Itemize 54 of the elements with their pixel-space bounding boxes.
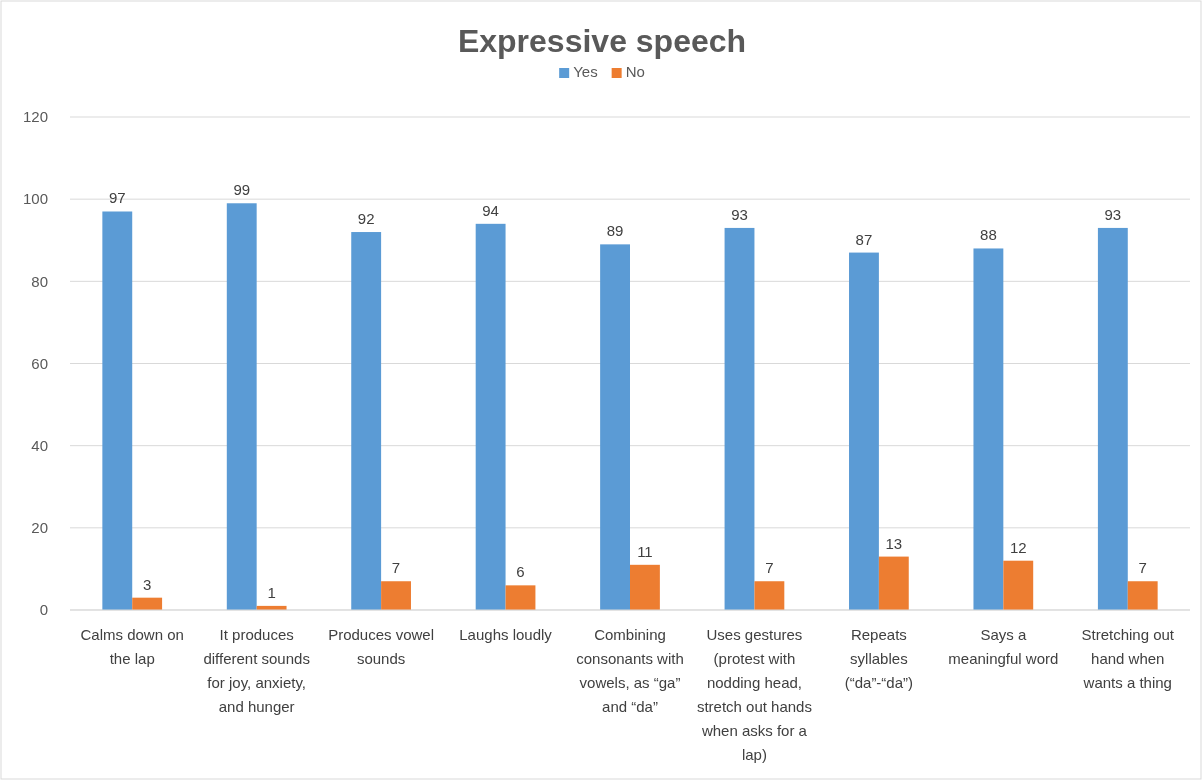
bar	[351, 232, 382, 610]
bar	[1097, 227, 1128, 610]
x-tick-label: Calms down on the lap	[80, 626, 184, 667]
bar	[102, 211, 133, 610]
bar	[724, 227, 755, 610]
y-tick-label: 100	[22, 190, 48, 208]
legend-label: Yes	[573, 63, 598, 80]
data-label: 7	[1138, 559, 1147, 577]
bar	[600, 244, 630, 610]
x-tick-label: Produces vowel sounds	[328, 626, 435, 667]
x-tick-label: Laughs loudly	[459, 626, 553, 643]
data-label: 99	[233, 181, 251, 199]
data-label: 89	[606, 222, 624, 240]
data-label: 92	[357, 210, 375, 228]
bar	[630, 564, 660, 610]
x-tick-label: Uses gestures (protest with nodding head, stretch out hands when asks for a lap)	[696, 626, 812, 763]
data-label: 93	[1104, 205, 1122, 223]
bar	[505, 585, 536, 610]
data-label: 7	[391, 559, 401, 577]
data-label: 6	[516, 563, 525, 581]
x-tick-label: It produces different sounds for joy, anxiety, and hunger	[203, 626, 310, 715]
bar	[1127, 581, 1158, 610]
bar	[1003, 560, 1034, 610]
y-tick-label: 60	[31, 354, 48, 372]
y-tick-label: 0	[39, 601, 48, 619]
data-label: 88	[980, 226, 997, 244]
data-label: 87	[855, 230, 873, 248]
legend-label: No	[625, 63, 645, 80]
data-label: 3	[142, 575, 152, 593]
x-tick-label: Repeats syllables (“da”-“da”)	[844, 626, 914, 691]
data-label: 93	[731, 205, 748, 223]
chart-title: Expressive speech	[457, 23, 747, 59]
bar	[226, 203, 257, 610]
data-label: 13	[885, 534, 903, 552]
data-label: 94	[482, 201, 499, 219]
bar	[475, 223, 506, 610]
bar	[754, 581, 785, 610]
x-tick-label: Stretching out hand when wants a thing	[1081, 626, 1175, 691]
x-tick-label: Combining consonants with vowels, as “ga” and “da”	[576, 626, 684, 715]
data-label: 97	[108, 189, 126, 207]
data-label: 7	[765, 559, 774, 577]
y-tick-label: 120	[22, 108, 48, 126]
bar	[973, 248, 1004, 610]
data-label: 12	[1009, 538, 1027, 556]
data-label: 1	[267, 583, 276, 601]
y-tick-label: 20	[31, 519, 48, 537]
bar	[849, 252, 879, 610]
bar	[878, 556, 909, 610]
data-label: 11	[637, 542, 653, 560]
y-tick-label: 80	[31, 272, 48, 290]
bar	[132, 597, 163, 610]
x-tick-label: Says a meaningful word	[948, 626, 1059, 667]
y-tick-label: 40	[31, 436, 48, 454]
bar	[381, 581, 411, 610]
